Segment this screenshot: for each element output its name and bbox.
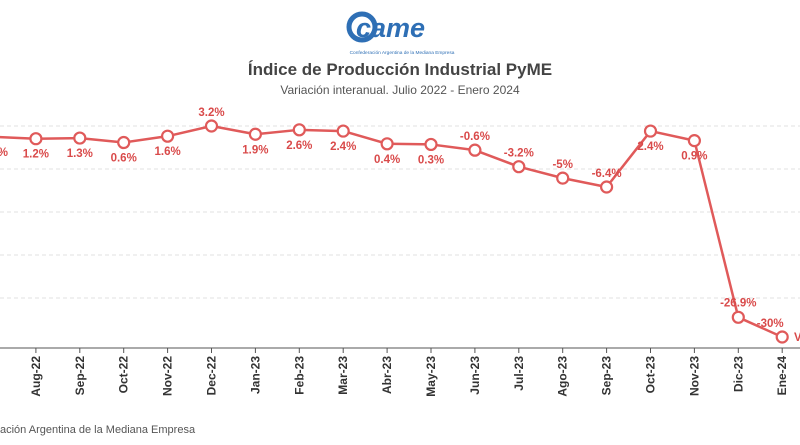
data-point-May-23 bbox=[424, 137, 438, 152]
x-tick-label: Jun-23 bbox=[468, 356, 482, 395]
data-label-Feb-23: 2.6% bbox=[286, 140, 312, 152]
data-point-Feb-23 bbox=[292, 123, 306, 137]
grid-layer bbox=[0, 125, 800, 299]
data-point-Abr-23 bbox=[380, 137, 394, 151]
data-label-Nov-23: 0.9% bbox=[681, 151, 707, 163]
data-point-Sep-23 bbox=[599, 180, 614, 194]
data-label-Jun-23: -0.6% bbox=[460, 131, 490, 143]
x-tick-label: Aug-22 bbox=[29, 356, 43, 397]
data-point-Jul-23 bbox=[512, 160, 526, 174]
x-tick-label: Abr-23 bbox=[380, 356, 394, 394]
edge-marker: V bbox=[794, 332, 800, 344]
data-label-Jan-23: 1.9% bbox=[242, 144, 268, 156]
came-logo-caption: Confederación Argentina de la Mediana Em… bbox=[350, 50, 455, 56]
data-label-Dec-22: 3.2% bbox=[198, 107, 224, 119]
data-label-Ene-24: -30% bbox=[757, 318, 784, 330]
chart-subtitle: Variación interanual. Julio 2022 - Enero… bbox=[280, 83, 520, 97]
data-point-Ago-23 bbox=[556, 171, 570, 185]
data-point-Ene-24 bbox=[775, 330, 789, 344]
x-tick-label: Sep-22 bbox=[73, 356, 87, 396]
data-label-Sep-22: 1.3% bbox=[67, 148, 93, 160]
x-tick-label: Nov-23 bbox=[687, 356, 701, 396]
data-point-Nov-23 bbox=[687, 134, 702, 148]
data-point-Mar-23 bbox=[336, 124, 350, 138]
came-logo-ring bbox=[346, 11, 378, 43]
data-label-Aug-22: 1.2% bbox=[23, 149, 49, 161]
x-tick-label: Dec-22 bbox=[205, 356, 219, 396]
chart-title: Índice de Producción Industrial PyME bbox=[247, 60, 553, 79]
data-point-Oct-22 bbox=[117, 135, 131, 150]
x-tick-label: Dic-23 bbox=[731, 356, 745, 392]
data-point-Aug-22 bbox=[29, 132, 43, 146]
data-label-Abr-23: 0.4% bbox=[374, 154, 400, 166]
x-tick-label: Oct-23 bbox=[644, 356, 658, 394]
data-label-Jul-22: % bbox=[0, 147, 8, 159]
x-tick-label: Feb-23 bbox=[292, 356, 306, 395]
data-point-Jun-23 bbox=[468, 143, 482, 157]
data-point-Sep-22 bbox=[73, 131, 87, 145]
came-logo-text: came bbox=[356, 13, 425, 43]
data-point-Dic-23 bbox=[731, 310, 745, 324]
x-tick-label: Nov-22 bbox=[161, 356, 175, 396]
x-tick-label: Jan-23 bbox=[248, 356, 262, 394]
data-label-Mar-23: 2.4% bbox=[330, 141, 356, 153]
source-note: ación Argentina de la Mediana Empresa bbox=[0, 424, 196, 436]
data-label-Nov-22: 1.6% bbox=[154, 146, 180, 158]
data-markers bbox=[29, 119, 789, 344]
data-label-Oct-22: 0.6% bbox=[111, 153, 137, 165]
x-tick-label: Ago-23 bbox=[556, 356, 570, 397]
x-axis-labels: Jul-22Aug-22Sep-22Oct-22Nov-22Dec-22Jan-… bbox=[29, 356, 789, 397]
data-point-Nov-22 bbox=[161, 129, 175, 143]
data-label-Ago-23: -5% bbox=[552, 159, 572, 171]
data-labels: % 1.2% 1.3% 0.6% 1.6% 3.2% 1.9% 2.6% 2.4% 0.4% 0.3… bbox=[0, 107, 800, 344]
came-logo: came Confederación Argentina de la Media… bbox=[346, 11, 455, 56]
x-axis-ticks bbox=[35, 348, 783, 353]
x-tick-label: Sep-23 bbox=[600, 356, 614, 396]
x-tick-label: Oct-22 bbox=[117, 356, 131, 394]
x-tick-label: Mar-23 bbox=[336, 356, 350, 395]
data-label-May-23: 0.3% bbox=[418, 154, 444, 166]
data-point-Oct-23 bbox=[643, 124, 658, 138]
data-label-Sep-23: -6.4% bbox=[592, 168, 622, 180]
data-label-Oct-23: 2.4% bbox=[637, 141, 663, 153]
data-label-Dic-23: -26.9% bbox=[720, 297, 756, 309]
data-point-Jan-23 bbox=[248, 127, 262, 141]
x-tick-label: Jul-23 bbox=[512, 356, 526, 391]
x-tick-label: May-23 bbox=[424, 356, 438, 397]
x-tick-label: Ene-24 bbox=[775, 356, 789, 396]
data-point-Dec-22 bbox=[204, 119, 219, 133]
data-label-Jul-23: -3.2% bbox=[504, 148, 534, 160]
